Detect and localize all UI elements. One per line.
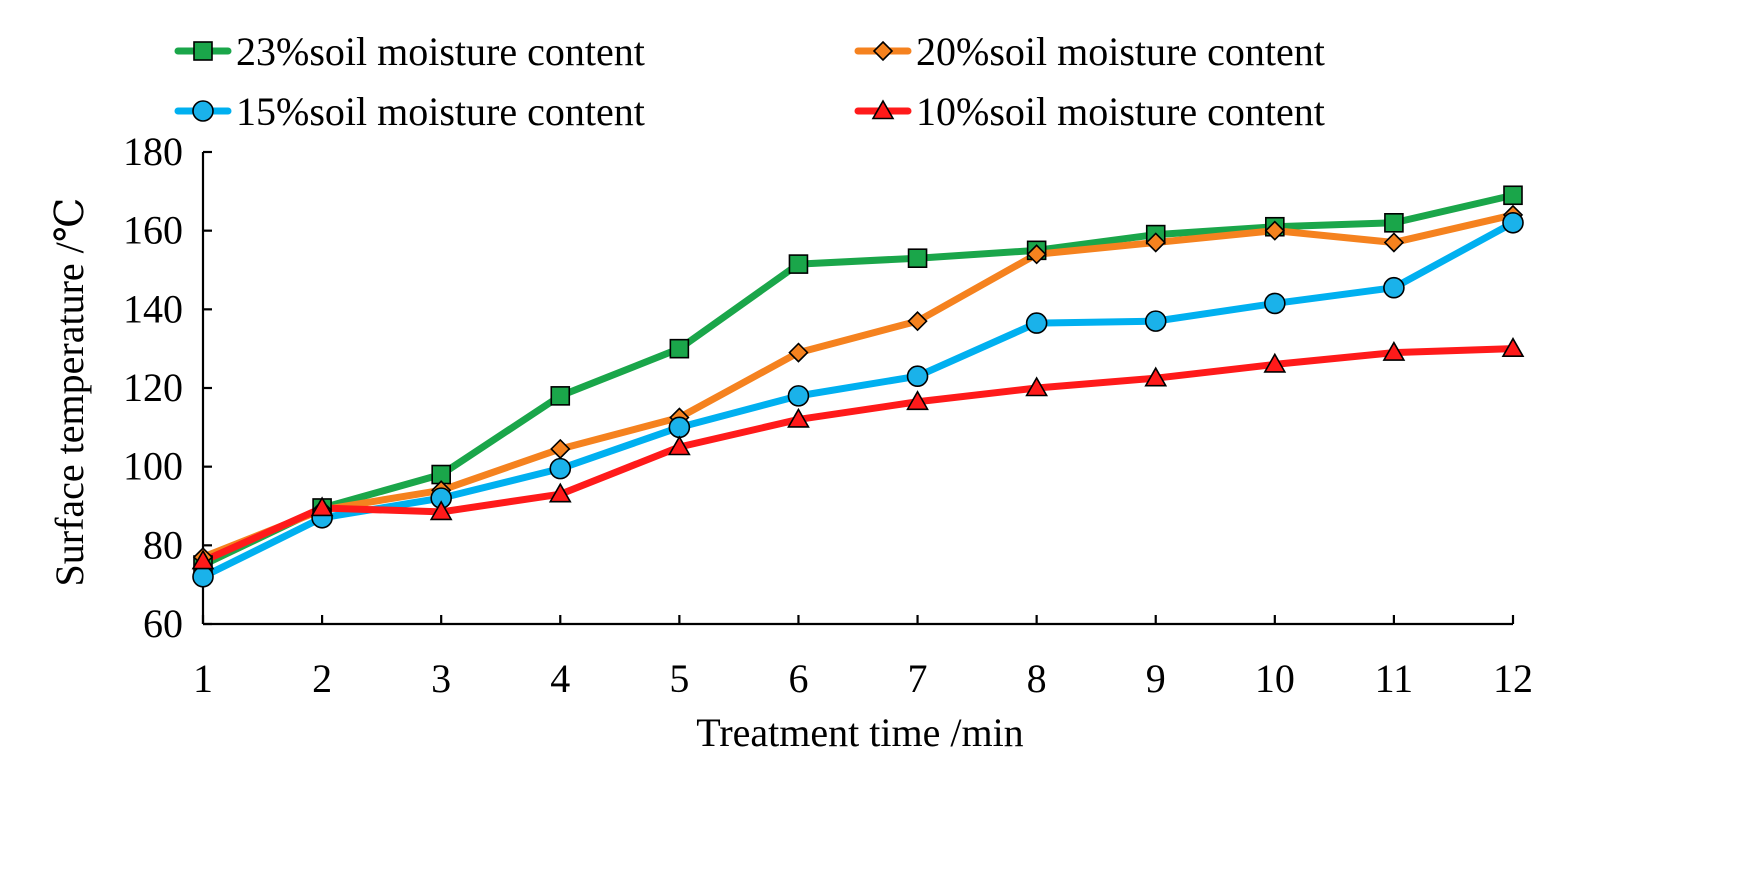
data-point — [787, 385, 810, 407]
data-point — [191, 549, 215, 570]
y-tick-label: 160 — [123, 208, 183, 253]
data-point — [1264, 220, 1285, 241]
data-point — [787, 407, 810, 428]
y-tick-label: 180 — [123, 129, 183, 174]
legend-item: 23%soil moisture content — [174, 29, 645, 74]
legend: 23%soil moisture content 20%soil moisture… — [174, 29, 1325, 134]
y-tick-label: 100 — [123, 444, 183, 489]
data-point — [1264, 292, 1286, 315]
series-line — [199, 191, 1517, 569]
data-point — [1382, 340, 1406, 361]
data-point — [1025, 376, 1049, 397]
x-axis-title: Treatment time /min — [696, 710, 1023, 755]
data-point — [1026, 244, 1047, 265]
x-tick-label: 9 — [1146, 656, 1166, 701]
legend-marker — [193, 41, 213, 61]
legend-marker — [192, 100, 214, 122]
legend-label: 23%soil moisture content — [236, 29, 645, 74]
data-point — [788, 342, 809, 363]
data-point — [1503, 185, 1523, 206]
data-point — [429, 500, 453, 521]
data-point — [907, 311, 928, 332]
series-2 — [199, 211, 1517, 561]
data-point — [1145, 232, 1166, 253]
y-ticks: 60 80 100 120 140 160 180 — [123, 129, 212, 646]
legend-item: 20%soil moisture content — [854, 29, 1325, 74]
legend-item: 10%soil moisture content — [854, 89, 1325, 134]
data-point — [1144, 310, 1167, 332]
y-tick-label: 140 — [123, 286, 183, 331]
series-1-markers — [193, 185, 1523, 575]
x-tick-label: 5 — [669, 656, 689, 701]
x-tick-label: 10 — [1255, 656, 1295, 701]
x-tick-label: 11 — [1375, 656, 1414, 701]
series-1 — [199, 191, 1517, 569]
data-point — [549, 457, 572, 480]
y-axis-title: Surface temperature /℃ — [47, 197, 92, 586]
legend-label: 10%soil moisture content — [916, 89, 1325, 134]
x-tick-label: 2 — [312, 656, 332, 701]
data-point — [906, 365, 929, 388]
data-point — [667, 435, 691, 456]
y-tick-label: 80 — [143, 522, 183, 567]
series-3-markers — [192, 212, 1524, 588]
data-point — [788, 254, 809, 274]
x-tick-label: 3 — [431, 656, 451, 701]
legend-item: 15%soil moisture content — [174, 89, 645, 134]
x-tick-label: 12 — [1493, 656, 1533, 701]
data-point — [907, 248, 928, 268]
data-point — [1501, 337, 1525, 357]
series-3 — [199, 219, 1517, 581]
data-point — [192, 565, 214, 588]
data-point — [906, 390, 929, 411]
x-ticks: 1 2 3 4 5 6 7 8 9 10 11 12 — [193, 615, 1533, 701]
series-4-markers — [191, 337, 1525, 570]
legend-marker — [871, 99, 895, 120]
x-tick-label: 7 — [908, 656, 928, 701]
series-line — [199, 211, 1517, 561]
legend-label: 15%soil moisture content — [236, 89, 645, 134]
x-tick-label: 6 — [788, 656, 808, 701]
x-tick-label: 8 — [1027, 656, 1047, 701]
data-point — [1383, 276, 1405, 299]
x-tick-label: 4 — [550, 656, 570, 701]
data-point — [1384, 213, 1404, 233]
data-point — [548, 482, 572, 503]
series-line — [199, 345, 1517, 565]
x-tick-label: 1 — [193, 656, 213, 701]
legend-label: 20%soil moisture content — [916, 29, 1325, 74]
y-tick-label: 120 — [123, 365, 183, 410]
data-point — [1263, 352, 1287, 373]
series-line — [199, 219, 1517, 581]
legend-marker — [872, 40, 894, 62]
data-point — [550, 438, 571, 460]
data-point — [668, 416, 691, 439]
data-point — [1383, 232, 1405, 253]
series-layer — [191, 185, 1525, 588]
data-point — [550, 386, 571, 406]
data-point — [1144, 366, 1168, 387]
data-point — [1025, 312, 1048, 334]
series-4 — [199, 345, 1517, 565]
data-point — [310, 496, 334, 517]
data-point — [1502, 212, 1524, 234]
data-point — [669, 338, 690, 359]
y-tick-label: 60 — [143, 601, 183, 646]
